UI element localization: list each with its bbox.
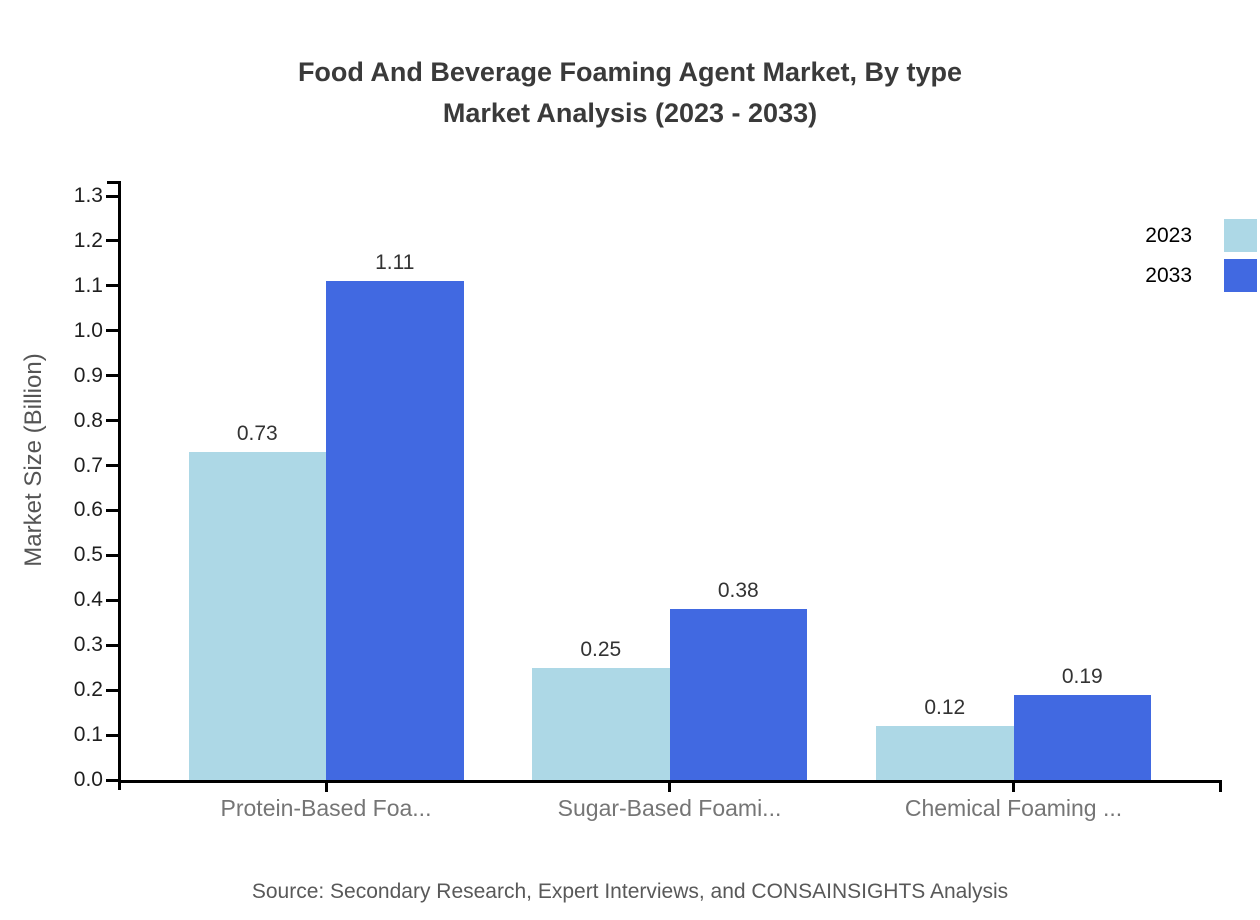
y-tick-label-0.4: 0.4 — [73, 588, 103, 612]
y-tick-label-1.0: 1.0 — [73, 318, 103, 342]
y-tick-mark-1.2 — [106, 239, 118, 243]
y-tick-label-1.3: 1.3 — [73, 184, 103, 208]
x-axis-label-chemical-foaming: Chemical Foaming ... — [904, 795, 1123, 821]
y-tick-mark-0.4 — [106, 598, 118, 602]
legend: 2023 2033 — [1145, 219, 1257, 299]
bar-value-label-2023-protein-based-foa: 0.73 — [236, 422, 278, 446]
y-tick-label-0.6: 0.6 — [73, 498, 103, 522]
legend-label-2033: 2033 — [1145, 263, 1192, 287]
y-tick-label-1.2: 1.2 — [73, 228, 103, 252]
y-tick-mark-1.3 — [106, 194, 118, 198]
y-tick-mark-0.5 — [106, 553, 118, 557]
x-tick-mark-chemical-foaming — [1012, 781, 1015, 792]
chart-title-line-1: Food And Beverage Foaming Agent Market, … — [297, 57, 963, 87]
y-tick-mark-0.8 — [106, 419, 118, 423]
y-tick-label-0.5: 0.5 — [73, 543, 103, 567]
bar-value-label-2033-sugar-based-foami: 0.38 — [717, 579, 759, 603]
y-tick-mark-0.0 — [106, 778, 118, 782]
y-tick-label-0.3: 0.3 — [73, 633, 103, 657]
x-axis-label-protein-based-foa: Protein-Based Foa... — [220, 795, 432, 821]
y-tick-mark-0.6 — [106, 508, 118, 512]
y-tick-mark-0.2 — [106, 688, 118, 692]
bar-2023-sugar-based-foami[interactable] — [532, 667, 670, 780]
y-tick-mark-0.3 — [106, 643, 118, 647]
source-note: Source: Secondary Research, Expert Inter… — [251, 880, 1009, 903]
y-tick-label-0.1: 0.1 — [73, 723, 103, 747]
y-tick-mark-1.0 — [106, 329, 118, 333]
bar-2033-chemical-foaming[interactable] — [1013, 694, 1151, 780]
y-tick-mark-1.1 — [106, 284, 118, 288]
x-tick-mark-protein-based-foa — [324, 781, 328, 792]
legend-label-2023: 2023 — [1145, 223, 1192, 247]
x-axis-right-cap — [1219, 780, 1222, 792]
legend-item-2033[interactable]: 2033 — [1145, 259, 1257, 292]
y-tick-label-0.9: 0.9 — [73, 363, 103, 387]
legend-swatch-2023 — [1224, 219, 1257, 252]
y-axis-line — [118, 182, 121, 790]
y-tick-label-0.8: 0.8 — [73, 408, 103, 432]
bar-2023-chemical-foaming[interactable] — [876, 726, 1014, 780]
x-axis-label-sugar-based-foami: Sugar-Based Foami... — [557, 795, 782, 821]
bar-value-label-2033-protein-based-foa: 1.11 — [375, 251, 415, 275]
legend-item-2023[interactable]: 2023 — [1145, 219, 1257, 252]
chart-title-line-2: Market Analysis (2023 - 2033) — [442, 98, 818, 128]
y-tick-mark-0.7 — [106, 464, 118, 468]
y-axis-top-cap — [107, 181, 121, 184]
bar-2023-protein-based-foa[interactable] — [188, 452, 326, 780]
bar-value-label-2023-sugar-based-foami: 0.25 — [580, 637, 622, 661]
bar-2033-protein-based-foa[interactable] — [326, 281, 464, 780]
y-tick-label-1.1: 1.1 — [73, 273, 103, 297]
x-tick-mark-sugar-based-foami — [668, 781, 671, 792]
y-tick-label-0.0: 0.0 — [73, 768, 103, 791]
y-tick-label-0.2: 0.2 — [73, 678, 103, 702]
legend-swatch-2033 — [1224, 259, 1257, 292]
bar-2033-sugar-based-foami[interactable] — [669, 609, 807, 780]
y-tick-mark-0.1 — [106, 733, 118, 737]
chart-title: Food And Beverage Foaming Agent Market, … — [0, 52, 1260, 134]
y-tick-label-0.7: 0.7 — [73, 453, 103, 477]
bar-value-label-2023-chemical-foaming: 0.12 — [924, 696, 966, 720]
y-tick-mark-0.9 — [106, 374, 118, 378]
bar-value-label-2033-chemical-foaming: 0.19 — [1061, 664, 1103, 688]
